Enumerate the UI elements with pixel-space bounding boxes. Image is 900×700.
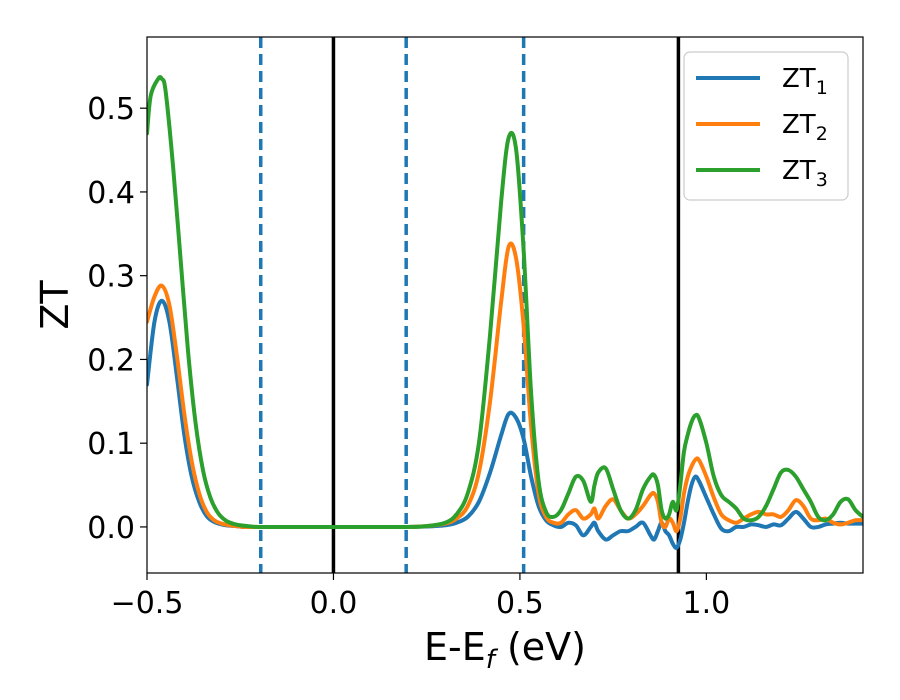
x-axis-ticks: −0.5 0.0 0.5 1.0 xyxy=(111,573,731,621)
legend-sub-2: 2 xyxy=(816,123,828,145)
vertical-reference-lines xyxy=(258,37,681,573)
plot-frame xyxy=(146,36,864,574)
series-layer xyxy=(147,75,863,550)
legend-box xyxy=(683,51,849,201)
x-tick-label: 1.0 xyxy=(683,586,731,621)
legend-sub-1: 1 xyxy=(816,77,828,99)
legend-entry-2: ZT2 xyxy=(696,110,828,145)
legend-label-2: ZT xyxy=(782,110,816,140)
x-tick-label: −0.5 xyxy=(111,586,184,621)
svg-text:ZT3: ZT3 xyxy=(782,156,828,191)
legend-entry-3: ZT3 xyxy=(696,156,828,191)
svg-text:ZT2: ZT2 xyxy=(782,110,828,145)
y-tick-label: 0.0 xyxy=(87,511,135,546)
y-tick-label: 0.4 xyxy=(87,176,135,211)
legend-label-1: ZT xyxy=(782,64,816,94)
legend-sub-3: 3 xyxy=(816,169,828,191)
legend-entry-1: ZT1 xyxy=(696,64,828,99)
y-axis-label: ZT xyxy=(33,280,77,330)
svg-text:ZT1: ZT1 xyxy=(782,64,828,99)
x-tick-label: 0.0 xyxy=(310,586,358,621)
legend-label-3: ZT xyxy=(782,156,816,186)
y-tick-label: 0.5 xyxy=(87,92,135,127)
y-tick-label: 0.1 xyxy=(87,427,135,462)
series-line-zt3 xyxy=(147,75,863,530)
y-tick-label: 0.2 xyxy=(87,343,135,378)
y-axis-ticks: 0.0 0.1 0.2 0.3 0.4 0.5 xyxy=(87,92,147,546)
x-axis-label: E-Ef (eV) xyxy=(424,625,586,675)
y-tick-label: 0.3 xyxy=(87,260,135,295)
legend: ZT1 ZT2 ZT3 xyxy=(683,51,849,201)
x-tick-label: 0.5 xyxy=(496,586,544,621)
